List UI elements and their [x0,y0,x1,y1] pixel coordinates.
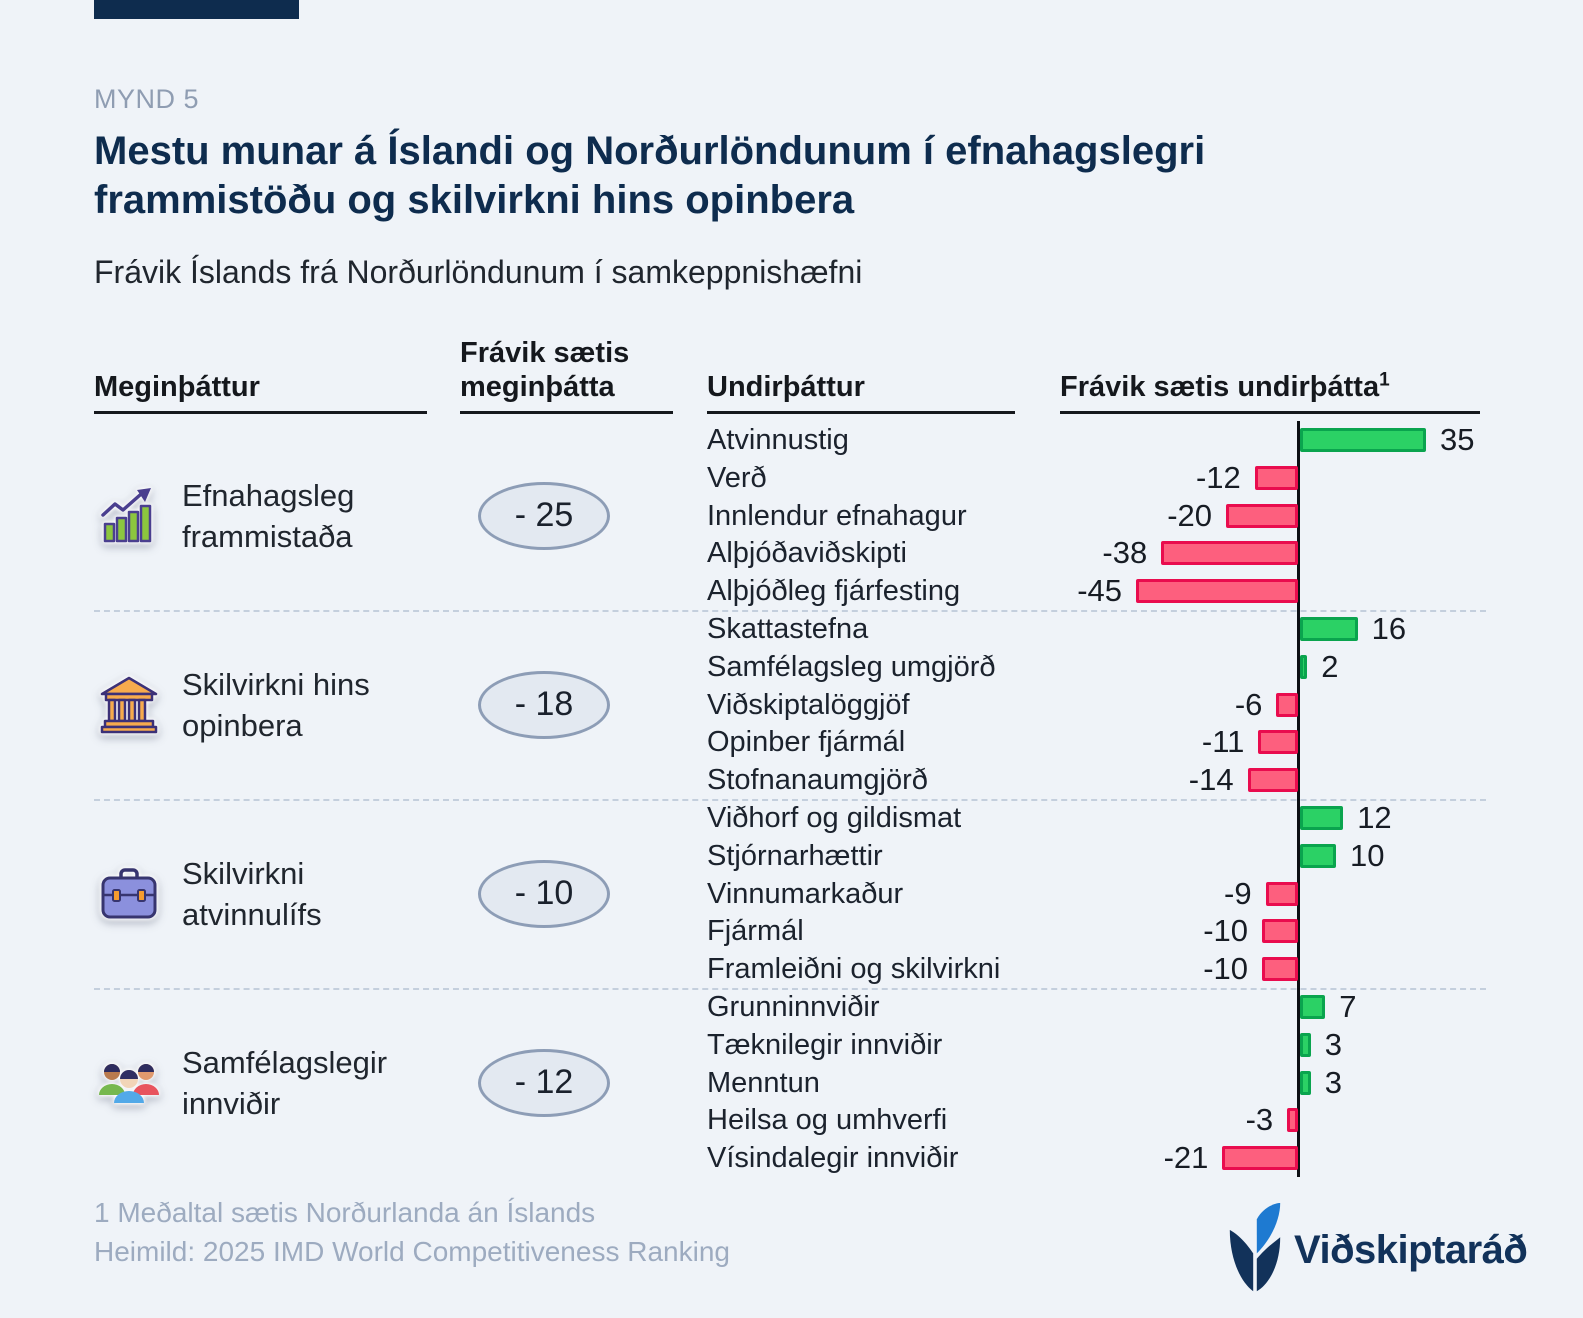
column-header-sub-factor: Undirþáttur [707,332,1015,414]
subfactor-label: Stofnanaumgjörð [707,764,928,797]
bar-negative [1262,919,1298,944]
bar-value-label: -10 [1203,913,1248,949]
bar-value-label: -14 [1188,762,1234,798]
subfactor-label: Grunninnviðir [707,991,880,1023]
subfactor-label: Menntun [707,1066,820,1099]
main-factor-label: Efnahagsleg frammistaða [182,477,355,554]
group-separator [94,988,1486,990]
logo-wordmark: Viðskiptaráð [1294,1227,1528,1272]
bar-negative [1265,881,1298,906]
bar-value-label: -12 [1195,459,1241,495]
column-header-main-factor: Meginþáttur [94,332,427,414]
main-deviation-badge: - 18 [478,670,610,739]
people-group-icon [96,1050,162,1116]
chart-subtitle: Frávik Íslands frá Norðurlöndunum í samk… [94,254,863,290]
bar-positive [1300,617,1358,641]
subfactor-label: Atvinnustig [707,424,849,456]
bar-positive [1300,995,1326,1019]
growth-chart-icon [96,483,162,549]
column-header-label: Frávik sætis meginþátta [460,337,630,403]
bar-negative [1161,541,1298,566]
figure-label: MYND 5 [94,84,200,114]
bar-value-label: -11 [1201,724,1245,760]
column-header-label: Frávik sætis undirþátta1 [1060,369,1390,403]
bar-value-label: -10 [1203,951,1248,987]
bar-negative [1222,1146,1298,1171]
group-separator [94,799,1486,801]
briefcase-icon [96,861,162,927]
subfactor-label: Vísindalegir innviðir [707,1142,959,1175]
subfactor-label: Framleiðni og skilvirkni [707,953,1001,986]
page-title: Mestu munar á Íslandi og Norðurlöndunum … [94,129,1206,173]
bar-negative [1276,692,1298,717]
vidskiptarad-logo-mark-icon [1228,1202,1282,1298]
vidskiptarad-logo: Viðskiptaráð [1228,1202,1578,1298]
page-title-line2: frammistöðu og skilvirkni hins opinbera [94,178,855,222]
bar-positive [1300,843,1336,868]
subfactor-label: Samfélagsleg umgjörð [707,650,996,683]
column-header-label: Meginþáttur [94,371,260,403]
bar-value-label: 7 [1339,989,1357,1024]
subfactor-label: Tæknilegir innviðir [707,1028,943,1061]
bar-value-label: -21 [1163,1140,1209,1176]
main-factor-label: Samfélagslegir innviðir [182,1044,388,1121]
bar-value-label: 2 [1321,648,1339,684]
bar-value-label: -3 [1245,1102,1274,1138]
footnote-text: 1 Meðaltal sætis Norðurlanda án Íslands [94,1197,596,1228]
column-header-main-deviation: Frávik sætis meginþátta [460,332,673,414]
bar-negative [1136,579,1298,604]
subfactor-label: Alþjóðleg fjárfesting [707,575,961,608]
main-deviation-badge: - 12 [478,1048,610,1117]
bar-negative [1226,503,1298,528]
subfactor-label: Innlendur efnahagur [707,499,967,532]
bar-value-label: -38 [1102,535,1148,571]
bar-value-label: -45 [1077,573,1122,609]
bar-value-label: 10 [1350,837,1385,873]
bar-value-label: 16 [1371,611,1407,646]
bar-value-label: -20 [1167,497,1212,533]
subfactor-label: Viðhorf og gildismat [707,802,962,834]
subfactor-label: Stjórnarhættir [707,839,883,872]
subfactor-label: Verð [707,461,767,494]
government-building-icon [96,672,162,738]
bar-value-label: 12 [1357,800,1392,835]
subfactor-label: Viðskiptalöggjöf [707,688,910,721]
column-header-sub-deviation: Frávik sætis undirþátta1 [1060,332,1480,414]
bar-negative [1254,465,1298,490]
brand-bar [94,0,299,19]
bar-positive [1300,806,1344,830]
footnote-block: 1 Meðaltal sætis Norðurlanda án Íslands … [94,1193,730,1271]
footnote-marker: 1 [1379,369,1390,391]
subfactor-label: Fjármál [707,915,804,948]
bar-value-label: 3 [1324,1026,1343,1062]
bar-value-label: 3 [1324,1064,1343,1100]
subfactor-label: Opinber fjármál [707,726,906,759]
subfactor-label: Vinnumarkaður [707,877,904,910]
subfactor-label: Skattastefna [707,613,869,645]
column-header-label: Undirþáttur [707,371,865,403]
bar-negative [1258,730,1298,755]
bar-positive [1300,1070,1311,1095]
zero-axis-line [1297,421,1300,1177]
bar-negative [1247,768,1298,793]
subfactor-label: Alþjóðaviðskipti [707,537,907,570]
main-deviation-badge: - 10 [478,859,610,928]
bar-positive [1300,428,1426,452]
bar-positive [1300,654,1308,679]
main-factor-label: Skilvirkni atvinnulífs [182,855,322,932]
bar-negative [1262,957,1298,982]
subfactor-label: Heilsa og umhverfi [707,1104,948,1137]
source-text: Heimild: 2025 IMD World Competitiveness … [94,1236,730,1267]
bar-value-label: -6 [1234,686,1263,722]
bar-value-label: -9 [1224,875,1252,911]
main-factor-label: Skilvirkni hins opinbera [182,666,370,743]
main-deviation-badge: - 25 [478,481,610,550]
bar-value-label: 35 [1440,422,1475,457]
bar-positive [1300,1032,1311,1057]
group-separator [94,610,1486,612]
